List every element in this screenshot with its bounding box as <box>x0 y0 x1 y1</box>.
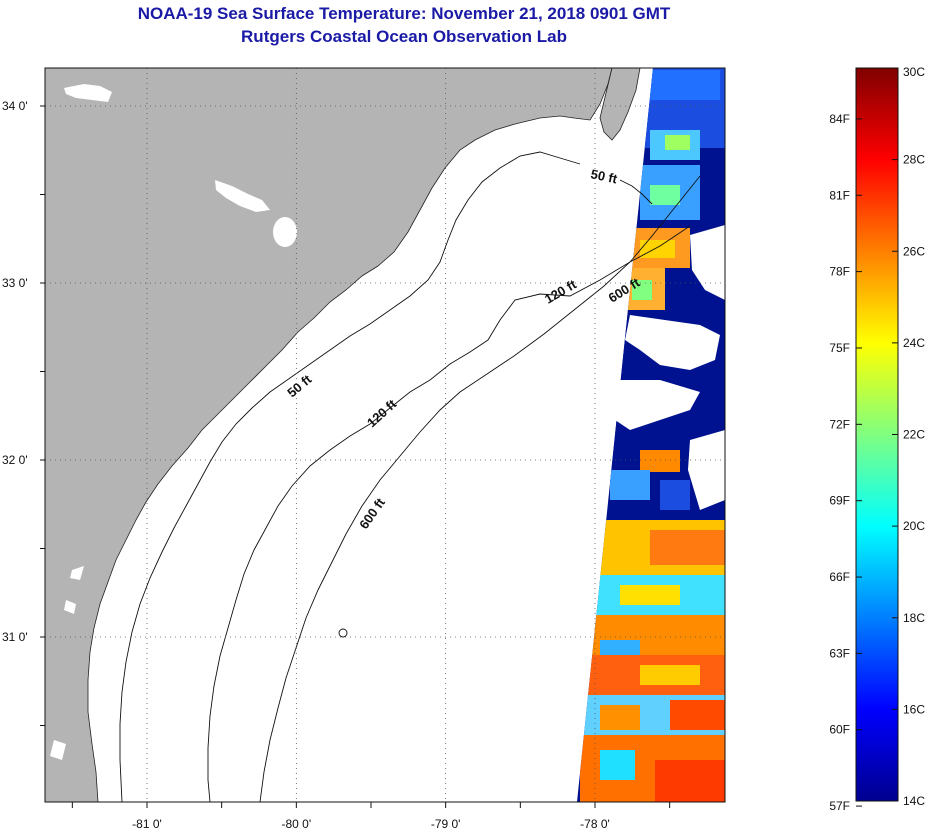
colorbar-f-label: 60F <box>829 723 850 737</box>
colorbar-f-label: 69F <box>829 494 850 508</box>
lon-label: -81 0' <box>132 817 162 831</box>
colorbar-f-label: 66F <box>829 570 850 584</box>
colorbar-f-label: 84F <box>829 112 850 126</box>
lon-label: -79 0' <box>431 817 461 831</box>
colorbar-c-label: 28C <box>903 153 925 167</box>
map-title: NOAA-19 Sea Surface Temperature: Novembe… <box>137 4 671 23</box>
colorbar-c-label: 18C <box>903 611 925 625</box>
coastal-land-north <box>599 68 641 141</box>
colorbar-f-label: 78F <box>829 265 850 279</box>
inland-water <box>50 566 84 760</box>
colorbar-c-label: 20C <box>903 519 925 533</box>
graticule <box>45 68 725 802</box>
colorbar-f-label: 63F <box>829 646 850 660</box>
land-mass <box>45 68 613 802</box>
colorbar-c-label: 26C <box>903 244 925 258</box>
lat-label: 33 0' <box>2 276 28 290</box>
colorbar-f-label: 72F <box>829 417 850 431</box>
colorbar-c-label: 22C <box>903 428 925 442</box>
cloud-gap <box>625 315 720 370</box>
colorbar-ticks <box>856 67 898 807</box>
axis-ticks <box>40 105 671 808</box>
colorbar-f-label: 75F <box>829 341 850 355</box>
cloud-gap <box>690 225 725 300</box>
cloud-gap <box>688 430 725 510</box>
plot-frame <box>44 67 726 803</box>
cloud-gap <box>612 380 700 430</box>
inland-water <box>215 180 270 212</box>
colorbar-f-label: 57F <box>829 799 850 813</box>
contour-50ft <box>119 151 581 802</box>
colorbar-c-label: 30C <box>903 65 925 79</box>
colorbar-c-label: 24C <box>903 336 925 350</box>
lon-label: -78 0' <box>580 817 610 831</box>
lat-label: 32 0' <box>2 453 28 467</box>
colorbar-c-label: 16C <box>903 702 925 716</box>
lat-label: 34 0' <box>2 99 28 113</box>
contour-600ft <box>259 175 701 802</box>
map-subtitle: Rutgers Coastal Ocean Observation Lab <box>241 27 567 46</box>
lon-label: -80 0' <box>282 817 312 831</box>
contour-600ft <box>338 628 348 638</box>
colorbar-f-label: 81F <box>829 188 850 202</box>
inland-water <box>273 217 297 247</box>
colorbar-c-label: 14C <box>903 794 925 808</box>
inland-water <box>64 84 112 102</box>
contour-120ft <box>207 225 691 802</box>
contour-50ft <box>619 179 653 205</box>
lat-label: 31 0' <box>2 630 28 644</box>
contour-label-50ft: 50 ft <box>589 166 619 186</box>
colorbar <box>855 67 899 802</box>
